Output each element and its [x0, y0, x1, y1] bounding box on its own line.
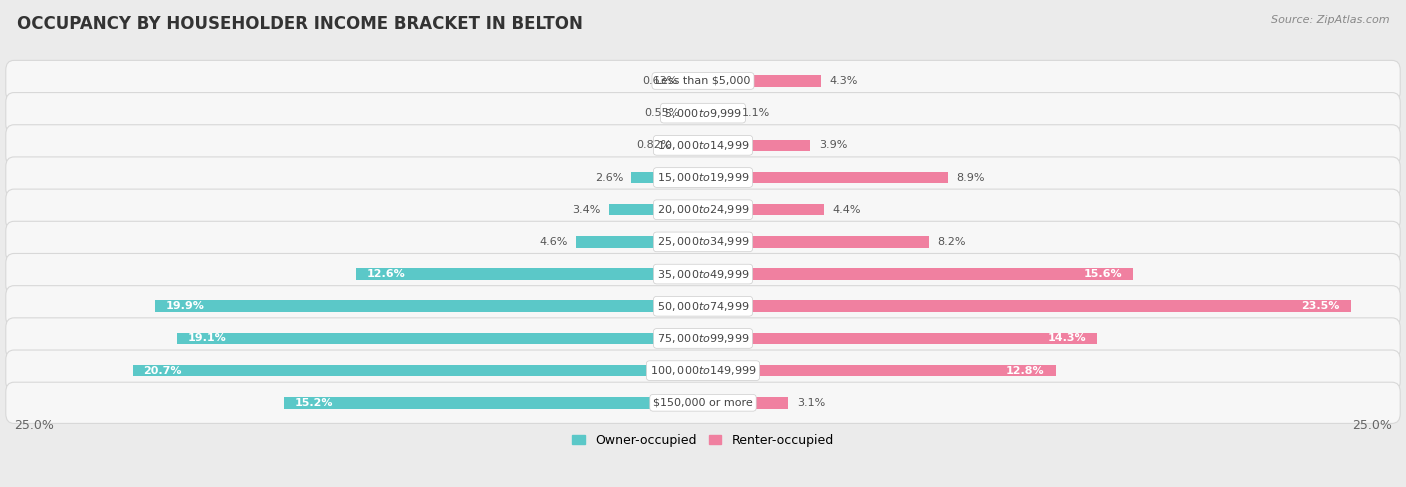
Text: 15.6%: 15.6%	[1083, 269, 1122, 279]
FancyBboxPatch shape	[6, 318, 1400, 359]
Bar	[688, 107, 703, 119]
FancyBboxPatch shape	[6, 125, 1400, 166]
Bar	[155, 300, 703, 312]
Text: $75,000 to $99,999: $75,000 to $99,999	[657, 332, 749, 345]
Text: 2.6%: 2.6%	[595, 172, 623, 183]
FancyBboxPatch shape	[6, 382, 1400, 423]
FancyBboxPatch shape	[6, 221, 1400, 262]
Text: $50,000 to $74,999: $50,000 to $74,999	[657, 300, 749, 313]
Text: 8.9%: 8.9%	[956, 172, 986, 183]
Legend: Owner-occupied, Renter-occupied: Owner-occupied, Renter-occupied	[568, 429, 838, 452]
FancyBboxPatch shape	[6, 189, 1400, 230]
Text: $20,000 to $24,999: $20,000 to $24,999	[657, 203, 749, 216]
Bar	[703, 75, 821, 87]
FancyBboxPatch shape	[6, 253, 1400, 295]
Bar	[576, 236, 703, 248]
Bar	[703, 204, 824, 216]
Text: $15,000 to $19,999: $15,000 to $19,999	[657, 171, 749, 184]
Bar	[703, 365, 1056, 376]
Bar	[631, 172, 703, 183]
Text: 0.55%: 0.55%	[644, 108, 679, 118]
Text: Source: ZipAtlas.com: Source: ZipAtlas.com	[1271, 15, 1389, 25]
Bar	[703, 172, 948, 183]
Bar	[703, 397, 789, 409]
Bar	[703, 300, 1351, 312]
Bar	[132, 365, 703, 376]
Text: 12.8%: 12.8%	[1007, 366, 1045, 375]
Text: 3.4%: 3.4%	[572, 205, 600, 215]
Bar	[681, 140, 703, 151]
Text: 14.3%: 14.3%	[1047, 334, 1085, 343]
Text: OCCUPANCY BY HOUSEHOLDER INCOME BRACKET IN BELTON: OCCUPANCY BY HOUSEHOLDER INCOME BRACKET …	[17, 15, 582, 33]
Text: $150,000 or more: $150,000 or more	[654, 398, 752, 408]
Text: $35,000 to $49,999: $35,000 to $49,999	[657, 267, 749, 281]
Text: 3.9%: 3.9%	[818, 140, 848, 150]
Text: 4.3%: 4.3%	[830, 76, 858, 86]
Bar	[703, 140, 810, 151]
Text: 1.1%: 1.1%	[741, 108, 770, 118]
FancyBboxPatch shape	[6, 286, 1400, 327]
Text: Less than $5,000: Less than $5,000	[655, 76, 751, 86]
Text: 23.5%: 23.5%	[1301, 301, 1340, 311]
Text: 20.7%: 20.7%	[143, 366, 183, 375]
Text: $10,000 to $14,999: $10,000 to $14,999	[657, 139, 749, 152]
Bar	[686, 75, 703, 87]
Text: 25.0%: 25.0%	[1353, 419, 1392, 432]
Bar	[356, 268, 703, 280]
Text: 4.6%: 4.6%	[540, 237, 568, 247]
FancyBboxPatch shape	[6, 350, 1400, 391]
Text: $25,000 to $34,999: $25,000 to $34,999	[657, 235, 749, 248]
FancyBboxPatch shape	[6, 60, 1400, 102]
Text: 4.4%: 4.4%	[832, 205, 860, 215]
Text: 25.0%: 25.0%	[14, 419, 53, 432]
Text: 19.9%: 19.9%	[166, 301, 204, 311]
Text: 0.82%: 0.82%	[637, 140, 672, 150]
FancyBboxPatch shape	[6, 157, 1400, 198]
Bar	[703, 333, 1097, 344]
Text: 19.1%: 19.1%	[187, 334, 226, 343]
Bar	[703, 236, 929, 248]
Bar	[284, 397, 703, 409]
FancyBboxPatch shape	[6, 93, 1400, 134]
Text: 12.6%: 12.6%	[367, 269, 405, 279]
Text: 3.1%: 3.1%	[797, 398, 825, 408]
Text: $5,000 to $9,999: $5,000 to $9,999	[664, 107, 742, 120]
Bar	[177, 333, 703, 344]
Bar	[703, 107, 734, 119]
Text: 15.2%: 15.2%	[295, 398, 333, 408]
Text: 8.2%: 8.2%	[938, 237, 966, 247]
Text: 0.63%: 0.63%	[643, 76, 678, 86]
Bar	[703, 268, 1133, 280]
Bar	[609, 204, 703, 216]
Text: $100,000 to $149,999: $100,000 to $149,999	[650, 364, 756, 377]
